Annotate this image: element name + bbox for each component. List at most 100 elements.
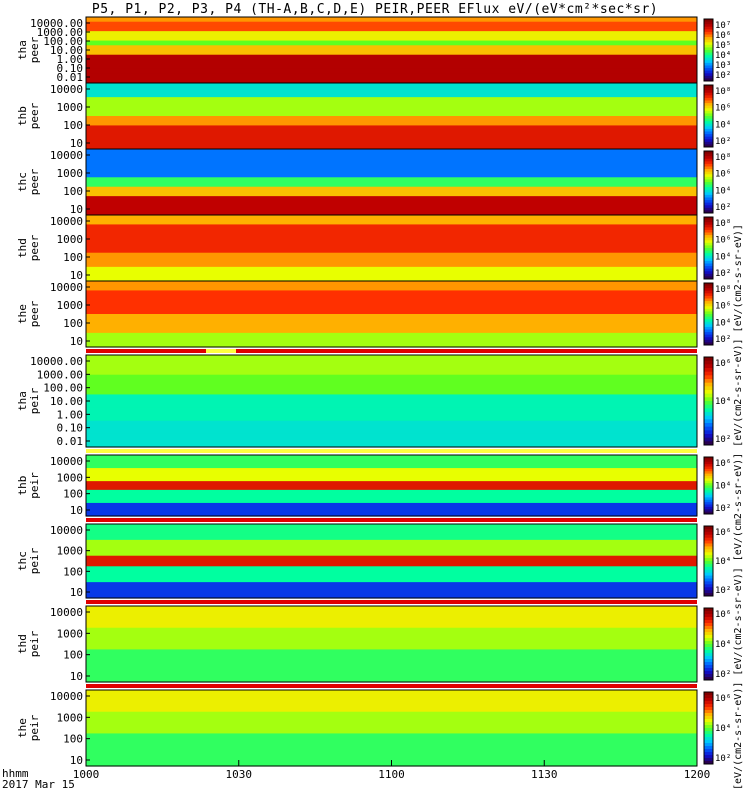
colorbar-swatch xyxy=(704,248,713,252)
spectrogram-band xyxy=(86,149,697,155)
spectrogram-band xyxy=(86,50,697,56)
colorbar-swatch xyxy=(704,665,713,669)
colorbar-swatch xyxy=(704,308,713,312)
y-tick-label: 10.00 xyxy=(50,395,83,408)
spectrogram-band xyxy=(86,611,697,618)
colorbar-swatch xyxy=(704,153,713,157)
colorbar-swatch xyxy=(704,404,713,409)
colorbar-swatch xyxy=(704,268,713,272)
colorbar-swatch xyxy=(704,21,713,25)
spectrogram-band xyxy=(86,649,697,656)
y-tick-label: 10 xyxy=(70,137,83,150)
colorbar-swatch xyxy=(704,408,713,413)
colorbar-swatch xyxy=(704,136,713,140)
colorbar-swatch xyxy=(704,459,713,463)
spectrogram-band xyxy=(86,328,697,334)
time-axis-header: hhmm 2017 Mar 15 xyxy=(2,768,75,790)
colorbar-swatch xyxy=(704,526,713,530)
spectrogram-band xyxy=(86,387,697,396)
panels-layer: 10000.001000.00100.0010.001.000.100.01th… xyxy=(16,16,731,767)
colorbar-swatch xyxy=(704,572,713,577)
spectrogram-band xyxy=(86,167,697,174)
colorbar-swatch xyxy=(704,224,713,228)
spectrogram-band xyxy=(86,40,697,46)
panel-probe-label: tha xyxy=(16,391,29,411)
colorbar-swatch xyxy=(704,629,713,633)
spectrogram-band xyxy=(86,507,697,513)
colorbar-swatch xyxy=(704,430,713,435)
spectrogram-band xyxy=(86,489,697,495)
colorbar-tick-label: 10⁶ xyxy=(715,302,731,312)
spectrogram-band xyxy=(86,381,697,389)
colorbar-swatch xyxy=(704,461,713,465)
colorbar-swatch xyxy=(704,207,713,211)
x-tick-label: 1200 xyxy=(684,768,711,781)
colorbar-swatch xyxy=(704,584,713,588)
colorbar-swatch xyxy=(704,668,713,672)
colorbar-swatch xyxy=(704,128,713,132)
colorbar-swatch xyxy=(704,235,713,239)
y-tick-label: 0.01 xyxy=(57,435,84,448)
colorbar-swatch xyxy=(704,131,713,135)
colorbar-swatch xyxy=(704,285,713,289)
spectrogram-band xyxy=(86,26,697,32)
colorbar-swatch xyxy=(704,566,713,571)
y-tick-label: 10000 xyxy=(50,83,83,96)
spectrogram-band xyxy=(86,660,697,667)
spectrogram-band xyxy=(86,101,697,108)
colorbar-swatch xyxy=(704,540,713,544)
colorbar-swatch xyxy=(704,73,713,77)
colorbar-swatch xyxy=(704,677,713,681)
spectrogram-band xyxy=(86,116,697,122)
spectrogram-band xyxy=(86,205,697,211)
x-tick-label: 1000 xyxy=(73,768,100,781)
colorbar-swatch xyxy=(704,29,713,33)
spectrogram-band xyxy=(86,125,697,131)
colorbar-swatch xyxy=(704,471,713,475)
colorbar-swatch xyxy=(704,468,713,472)
spectrogram-band xyxy=(86,158,697,164)
colorbar-swatch xyxy=(704,306,713,310)
state-bar xyxy=(86,600,697,604)
spectrogram-band xyxy=(86,671,697,678)
colorbar-swatch xyxy=(704,44,713,48)
colorbar-swatch xyxy=(704,245,713,249)
colorbar-swatch xyxy=(704,24,713,28)
y-tick-label: 10 xyxy=(70,504,83,517)
spectrogram-band xyxy=(86,476,697,482)
colorbar-swatch xyxy=(704,324,713,328)
spectrogram-band xyxy=(86,191,697,197)
x-tick-label: 1030 xyxy=(226,768,253,781)
spectrogram-band xyxy=(86,463,697,469)
spectrogram-band xyxy=(86,323,697,329)
y-tick-label: 1.00 xyxy=(57,408,84,421)
colorbar-swatch xyxy=(704,105,713,109)
colorbar-swatch xyxy=(704,118,713,122)
colorbar-swatch xyxy=(704,90,713,94)
colorbar-swatch xyxy=(704,386,713,391)
colorbar-swatch xyxy=(704,617,713,621)
colorbar-tick-label: 10² xyxy=(715,203,731,213)
spectrogram-band xyxy=(86,401,697,409)
spectrogram-band xyxy=(86,281,697,287)
colorbar-swatch xyxy=(704,492,713,496)
colorbar-swatch xyxy=(704,87,713,91)
colorbar-tick-label: 10⁶ xyxy=(715,694,731,704)
colorbar-swatch xyxy=(704,497,713,501)
spectrogram-band xyxy=(86,54,697,61)
spectrogram-band xyxy=(86,494,697,500)
colorbar-swatch xyxy=(704,611,713,615)
colorbar-swatch xyxy=(704,638,713,642)
colorbar-swatch xyxy=(704,368,713,373)
colorbar-swatch xyxy=(704,288,713,292)
spectrogram-band xyxy=(86,728,697,735)
spectrogram-band xyxy=(86,271,697,277)
colorbar-swatch xyxy=(704,176,713,180)
colorbar-swatch xyxy=(704,240,713,244)
colorbar-swatch xyxy=(704,749,713,753)
colorbar-swatch xyxy=(704,569,713,574)
spectrogram-band xyxy=(86,524,697,530)
colorbar-tick-label: 10⁴ xyxy=(715,51,731,61)
